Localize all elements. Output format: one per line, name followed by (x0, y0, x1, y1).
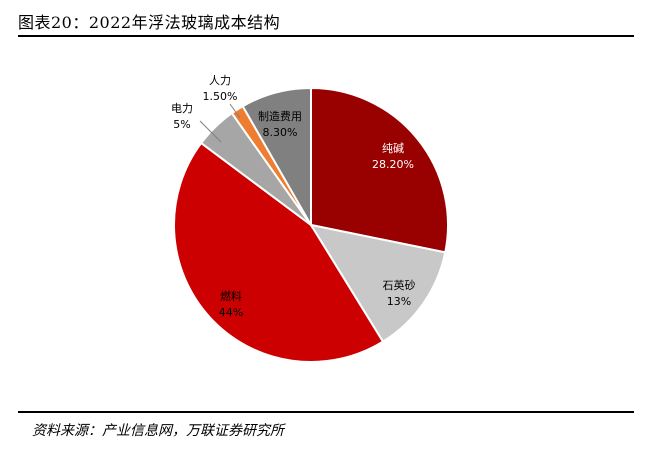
pie-slice-1 (310, 86, 449, 254)
pie-slice-2 (308, 223, 447, 343)
source-note: 资料来源：产业信息网，万联证券研究所 (32, 423, 284, 439)
slice-name-label-5: 人力 (209, 74, 231, 87)
leader-line-5 (229, 103, 241, 119)
pie-slice-6 (241, 86, 312, 229)
figure-title: 图表20：2022年浮法玻璃成本结构 (18, 13, 281, 32)
slice-name-label-6: 制造费用 (258, 109, 302, 123)
slice-value-label-2: 13% (387, 295, 411, 308)
slice-value-label-1: 28.20% (372, 158, 414, 171)
top-rule (18, 35, 634, 37)
slice-value-label-5: 1.50% (203, 90, 238, 103)
bottom-rule (18, 411, 634, 413)
slice-name-label-2: 石英砂 (383, 278, 416, 292)
slice-value-label-3: 44% (219, 306, 243, 319)
slice-name-label-4: 电力 (171, 102, 193, 115)
slice-name-label-3: 燃料 (220, 289, 242, 303)
leader-line-4 (199, 120, 222, 143)
pie-slice-3 (173, 141, 385, 363)
slice-value-label-4: 5% (173, 118, 190, 131)
slice-value-label-6: 8.30% (263, 126, 298, 139)
slice-name-label-1: 纯碱 (382, 142, 404, 155)
